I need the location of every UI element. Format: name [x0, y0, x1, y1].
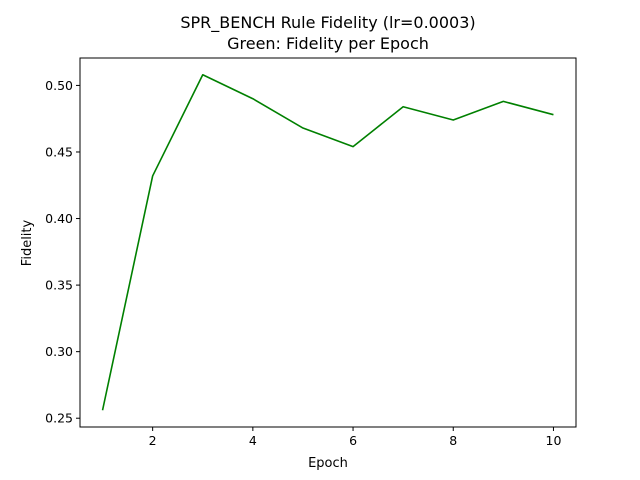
fidelity-series-line: [101, 73, 554, 411]
y-tick-label: 0.40: [45, 211, 73, 226]
x-tick-label: 8: [449, 433, 457, 448]
plot-area: 2 4 6 8 10 0.25 0.30 0.35 0.40 0.45 0.50: [45, 73, 562, 448]
y-tick-label: 0.50: [45, 78, 73, 93]
y-tick-label: 0.30: [45, 344, 73, 359]
x-tick-label: 4: [249, 433, 257, 448]
x-tick-label: 2: [149, 433, 157, 448]
x-axis-label: Epoch: [308, 456, 348, 471]
axes-frame: [79, 57, 577, 428]
x-tick-label: 10: [546, 433, 562, 448]
y-tick-label: 0.45: [45, 144, 73, 159]
chart-subtitle: Green: Fidelity per Epoch: [227, 34, 429, 53]
x-tick-label: 6: [349, 433, 357, 448]
y-tick-label: 0.25: [45, 411, 73, 426]
y-axis-label: Fidelity: [20, 219, 35, 266]
chart-title: SPR_BENCH Rule Fidelity (lr=0.0003): [180, 13, 475, 33]
y-tick-label: 0.35: [45, 278, 73, 293]
